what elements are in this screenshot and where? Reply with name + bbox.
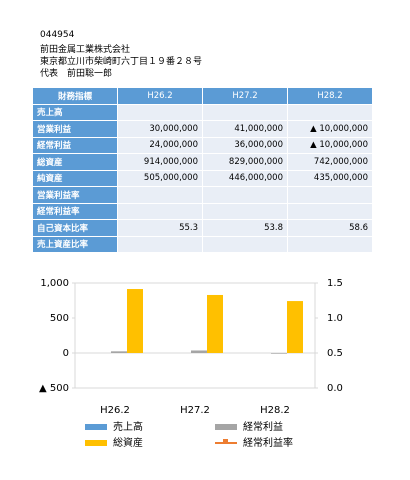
- y2-tick-label: 0.5: [327, 348, 343, 359]
- row: 営業利益率: [32, 186, 373, 204]
- row: 営業利益 30,000,000 41,000,000 ▲ 10,000,000: [32, 120, 373, 138]
- y-tick-label: ▲ 500: [39, 383, 69, 394]
- y-tick-label: 500: [50, 313, 69, 324]
- y2-tick-label: 1.5: [327, 278, 343, 289]
- cell: 446,000,000: [202, 169, 288, 187]
- cell: 36,000,000: [202, 136, 288, 154]
- cell: H27.2: [202, 87, 288, 105]
- x-tick-label: H26.2: [100, 405, 130, 416]
- cell: 41,000,000: [202, 120, 288, 138]
- cell: [202, 186, 288, 204]
- cell: 55.3: [117, 219, 203, 237]
- representative: 代表 前田聡一郎: [40, 69, 113, 79]
- cell: [287, 202, 373, 220]
- cell: [287, 235, 373, 253]
- cell: 53.8: [202, 219, 288, 237]
- cell: 純資産: [32, 169, 118, 187]
- cell: ▲ 10,000,000: [287, 120, 373, 138]
- y2-tick-label: 0.0: [327, 383, 343, 394]
- cell: [117, 103, 203, 121]
- bar: [127, 289, 143, 353]
- cell: 914,000,000: [117, 153, 203, 171]
- bar: [287, 301, 303, 353]
- x-tick-label: H27.2: [180, 405, 210, 416]
- legend-swatch: [85, 440, 107, 446]
- cell: 自己資本比率: [32, 219, 118, 237]
- cell: 829,000,000: [202, 153, 288, 171]
- cell: [287, 186, 373, 204]
- y-tick-label: 0: [63, 348, 69, 359]
- code: 044954: [40, 30, 75, 40]
- bar: [191, 350, 207, 353]
- legend-swatch: [85, 424, 107, 430]
- cell: 経常利益率: [32, 202, 118, 220]
- address: 東京都立川市柴崎町六丁目１９番２８号: [40, 57, 203, 67]
- cell: 営業利益: [32, 120, 118, 138]
- cell: 総資産: [32, 153, 118, 171]
- cell: 財務指標: [32, 87, 118, 105]
- financial-table: 財務指標 H26.2 H27.2 H28.2 売上高 営業利益 30,000,000 41,0…: [32, 87, 373, 253]
- row: 売上高: [32, 103, 373, 121]
- y-tick-label: 1,000: [40, 278, 69, 289]
- cell: [287, 103, 373, 121]
- cell: [202, 235, 288, 253]
- row: 純資産 505,000,000 446,000,000 435,000,000: [32, 169, 373, 187]
- y2-tick-label: 1.0: [327, 313, 343, 324]
- x-tick-label: H28.2: [260, 405, 290, 416]
- cell: 売上高: [32, 103, 118, 121]
- cell: 505,000,000: [117, 169, 203, 187]
- company: 前田金属工業株式会社: [40, 45, 131, 55]
- plot-frame: [74, 282, 316, 389]
- cell: [202, 202, 288, 220]
- cell: 営業利益率: [32, 186, 118, 204]
- header-row: 財務指標 H26.2 H27.2 H28.2: [32, 87, 373, 105]
- row: 売上資産比率: [32, 235, 373, 253]
- legend-label: 経常利益率: [243, 436, 293, 449]
- legend-swatch: [215, 424, 237, 430]
- legend-label: 経常利益: [243, 420, 283, 433]
- legend-label: 売上高: [113, 420, 143, 433]
- cell: 24,000,000: [117, 136, 203, 154]
- cell: ▲ 10,000,000: [287, 136, 373, 154]
- cell: 30,000,000: [117, 120, 203, 138]
- cell: 58.6: [287, 219, 373, 237]
- cell: [117, 235, 203, 253]
- legend-label: 総資産: [113, 436, 143, 449]
- cell: 経常利益: [32, 136, 118, 154]
- row: 経常利益率: [32, 202, 373, 220]
- cell: [117, 186, 203, 204]
- bar: [271, 353, 287, 354]
- chart: 1,000 500 0 ▲ 500 1.5 1.0 0.5 0.0 H26.2 H27.2 H28.…: [39, 278, 343, 449]
- cell: 742,000,000: [287, 153, 373, 171]
- cell: H26.2: [117, 87, 203, 105]
- bar: [111, 351, 127, 353]
- legend-marker: [223, 439, 228, 444]
- bar: [207, 294, 223, 353]
- cell: [202, 103, 288, 121]
- row: 総資産 914,000,000 829,000,000 742,000,000: [32, 153, 373, 171]
- cell: [117, 202, 203, 220]
- cell: 435,000,000: [287, 169, 373, 187]
- row: 自己資本比率 55.3 53.8 58.6: [32, 219, 373, 237]
- row: 経常利益 24,000,000 36,000,000 ▲ 10,000,000: [32, 136, 373, 154]
- cell: 売上資産比率: [32, 235, 118, 253]
- cell: H28.2: [287, 87, 373, 105]
